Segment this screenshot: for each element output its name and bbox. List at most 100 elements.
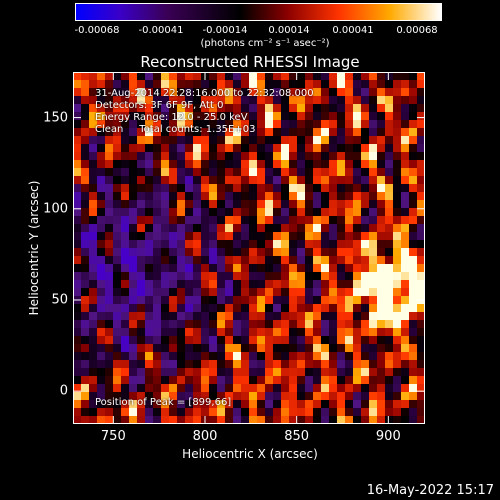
heatmap-cell <box>281 360 290 369</box>
heatmap-cell <box>273 344 282 353</box>
heatmap-cell <box>161 88 170 97</box>
heatmap-cell <box>265 376 274 385</box>
heatmap-cell <box>329 376 338 385</box>
heatmap-cell <box>345 200 354 209</box>
heatmap-cell <box>121 296 130 305</box>
heatmap-cell <box>201 320 210 329</box>
heatmap-cell <box>321 144 330 153</box>
y-tick-label: 150 <box>43 110 68 126</box>
heatmap-cell <box>305 208 314 217</box>
heatmap-cell <box>249 104 258 113</box>
heatmap-cell <box>417 392 425 401</box>
heatmap-cell <box>401 248 410 257</box>
heatmap-cell <box>305 360 314 369</box>
heatmap-cell <box>273 280 282 289</box>
heatmap-cell <box>233 344 242 353</box>
heatmap-cell <box>209 224 218 233</box>
heatmap-cell <box>73 416 82 424</box>
heatmap-cell <box>137 360 146 369</box>
heatmap-cell <box>305 112 314 121</box>
heatmap-cell <box>337 104 346 113</box>
heatmap-cell <box>305 256 314 265</box>
heatmap-cell <box>145 152 154 161</box>
heatmap-cell <box>329 264 338 273</box>
heatmap-cell <box>265 72 274 81</box>
heatmap-cell <box>393 192 402 201</box>
heatmap-cell <box>297 128 306 137</box>
heatmap-cell <box>97 184 106 193</box>
heatmap-cell <box>353 72 362 81</box>
heatmap-cell <box>121 88 130 97</box>
heatmap-cell <box>169 296 178 305</box>
heatmap-cell <box>297 336 306 345</box>
heatmap-cell <box>265 264 274 273</box>
heatmap-cell <box>345 232 354 241</box>
heatmap-cell <box>313 216 322 225</box>
heatmap-cell <box>185 344 194 353</box>
heatmap-cell <box>81 216 90 225</box>
heatmap-cell <box>281 184 290 193</box>
heatmap-cell <box>393 320 402 329</box>
heatmap-cell <box>97 272 106 281</box>
heatmap-cell <box>345 136 354 145</box>
heatmap-cell <box>97 128 106 137</box>
heatmap-cell <box>129 224 138 233</box>
heatmap-cell <box>225 80 234 89</box>
heatmap-cell <box>161 312 170 321</box>
heatmap-cell <box>313 320 322 329</box>
heatmap-cell <box>113 176 122 185</box>
heatmap-cell <box>273 328 282 337</box>
heatmap-cell <box>201 256 210 265</box>
heatmap-cell <box>73 160 82 169</box>
heatmap-cell <box>201 400 210 409</box>
heatmap-cell <box>377 120 386 129</box>
heatmap-cell <box>313 152 322 161</box>
heatmap-cell <box>233 152 242 161</box>
heatmap-cell <box>121 328 130 337</box>
heatmap-cell <box>321 328 330 337</box>
heatmap-cell <box>249 96 258 105</box>
heatmap-cell <box>281 288 290 297</box>
heatmap-cell <box>289 256 298 265</box>
heatmap-cell <box>217 336 226 345</box>
heatmap-cell <box>241 288 250 297</box>
heatmap-cell <box>369 88 378 97</box>
heatmap-cell <box>337 416 346 424</box>
heatmap-cell <box>313 408 322 417</box>
heatmap-cell <box>161 216 170 225</box>
heatmap-cell <box>161 408 170 417</box>
heatmap-cell <box>145 336 154 345</box>
heatmap-cell <box>113 256 122 265</box>
heatmap-cell <box>377 280 386 289</box>
heatmap-cell <box>97 120 106 129</box>
heatmap-cell <box>225 368 234 377</box>
heatmap-cell <box>361 320 370 329</box>
heatmap-cell <box>113 280 122 289</box>
heatmap-cell <box>281 344 290 353</box>
heatmap-cell <box>393 272 402 281</box>
heatmap-cell <box>321 296 330 305</box>
heatmap-cell <box>193 256 202 265</box>
heatmap-cell <box>361 296 370 305</box>
heatmap-cell <box>345 296 354 305</box>
heatmap-cell <box>233 368 242 377</box>
heatmap-cell <box>113 336 122 345</box>
heatmap-cell <box>185 72 194 81</box>
heatmap-cell <box>121 264 130 273</box>
heatmap-cell <box>417 192 425 201</box>
heatmap-cell <box>417 144 425 153</box>
heatmap-cell <box>201 88 210 97</box>
heatmap-cell <box>233 248 242 257</box>
heatmap-cell <box>225 112 234 121</box>
heatmap-cell <box>81 368 90 377</box>
heatmap-cell <box>121 304 130 313</box>
heatmap-cell <box>153 168 162 177</box>
heatmap-cell <box>185 160 194 169</box>
heatmap-cell <box>265 344 274 353</box>
heatmap-cell <box>401 152 410 161</box>
heatmap-cell <box>193 128 202 137</box>
heatmap-cell <box>249 296 258 305</box>
heatmap-cell <box>305 80 314 89</box>
heatmap-cell <box>177 360 186 369</box>
heatmap-cell <box>217 240 226 249</box>
